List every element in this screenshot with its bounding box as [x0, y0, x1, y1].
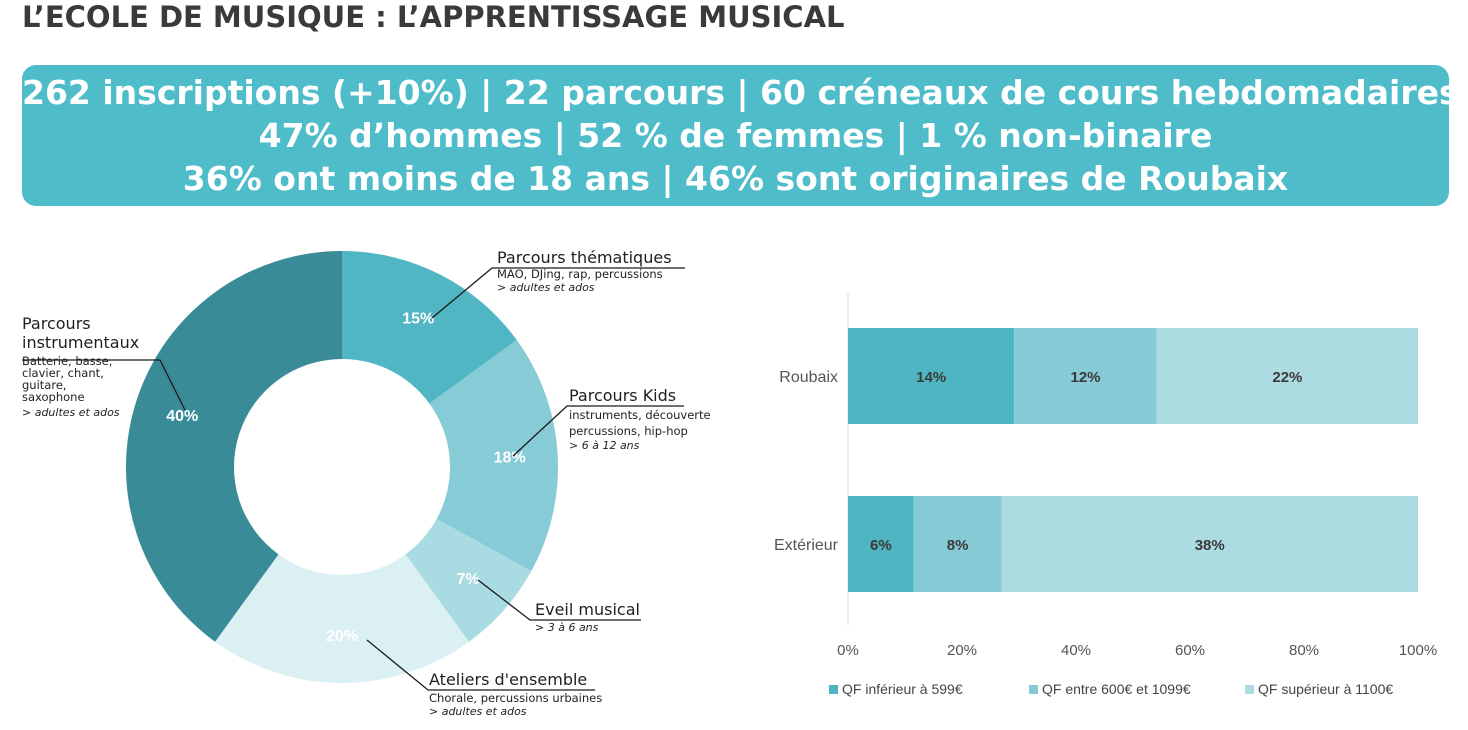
bar-segment	[913, 496, 1002, 592]
bar-segment	[1014, 328, 1157, 424]
legend-swatch	[829, 684, 838, 694]
banner-line: 36% ont moins de 18 ans | 46% sont origi…	[182, 159, 1289, 198]
donut-slice	[405, 519, 532, 642]
bar-data-label: 22%	[1272, 369, 1302, 386]
bar-segment	[848, 328, 1015, 424]
donut-slice	[342, 251, 517, 404]
x-tick-label: 80%	[1289, 642, 1319, 659]
annotation-desc: percussions, hip-hop	[569, 424, 688, 438]
category-label: Extérieur	[774, 537, 839, 554]
page-title: L’ECOLE DE MUSIQUE : L’APPRENTISSAGE MUS…	[22, 0, 845, 34]
x-tick-label: 0%	[837, 642, 859, 659]
donut-slice	[429, 340, 558, 572]
donut-slice-label: 20%	[326, 628, 358, 645]
legend-label: QF supérieur à 1100€	[1258, 681, 1394, 697]
x-tick-label: 100%	[1399, 642, 1437, 659]
legend-item: QF entre 600€ et 1099€	[1029, 681, 1191, 697]
legend-swatch	[1245, 684, 1254, 694]
legend-swatch	[1029, 684, 1038, 694]
annotation-instrumentaux: Parcours instrumentaux Batterie, basse, …	[22, 314, 141, 420]
legend-item: QF supérieur à 1100€	[1245, 681, 1393, 697]
donut-slice	[215, 554, 469, 683]
annotation-title: Parcours thématiques	[497, 248, 672, 267]
annotation-title: Eveil musical	[535, 600, 640, 619]
annotation-thematiques: Parcours thématiques MAO, DJing, rap, pe…	[497, 248, 674, 295]
bar-segment	[1156, 328, 1418, 424]
annotation-desc: guitare,	[22, 378, 67, 392]
x-tick-label: 20%	[947, 642, 977, 659]
key-figures-banner: 262 inscriptions (+10%) | 22 parcours | …	[22, 65, 1459, 206]
bar-segment	[1001, 496, 1418, 592]
legend-item: QF inférieur à 599€	[829, 681, 963, 697]
annotation-desc: Chorale, percussions urbaines	[429, 691, 603, 705]
annotation-desc: MAO, DJing, rap, percussions	[497, 267, 663, 281]
legend-label: QF entre 600€ et 1099€	[1042, 681, 1191, 697]
bar-data-label: 14%	[916, 369, 946, 386]
banner-line: 47% d’hommes | 52 % de femmes | 1 % non-…	[258, 116, 1213, 155]
annotation-desc: clavier, chant,	[22, 366, 104, 380]
bar-data-label: 38%	[1195, 537, 1225, 554]
legend-label: QF inférieur à 599€	[842, 681, 963, 697]
bar-data-label: 8%	[947, 537, 969, 554]
x-tick-label: 60%	[1175, 642, 1205, 659]
donut-slice-label: 7%	[456, 571, 479, 588]
annotation-desc: saxophone	[22, 390, 85, 404]
annotation-audience: > adultes et ados	[429, 705, 527, 718]
annotation-title: Parcours	[22, 314, 91, 333]
donut-slice	[126, 251, 343, 642]
x-tick-label: 40%	[1061, 642, 1091, 659]
annotation-desc: instruments, découverte	[569, 408, 711, 422]
annotation-title: Ateliers d'ensemble	[429, 670, 588, 689]
bar-data-label: 12%	[1070, 369, 1100, 386]
annotation-eveil: Eveil musical > 3 à 6 ans	[535, 600, 642, 635]
bar-data-label: 6%	[870, 537, 892, 554]
category-label: Roubaix	[779, 369, 838, 386]
annotation-audience: > adultes et ados	[22, 406, 120, 419]
donut-slice-label: 18%	[494, 449, 526, 466]
bar-segment	[848, 496, 914, 592]
annotation-ateliers: Ateliers d'ensemble Chorale, percussions…	[429, 670, 602, 719]
annotation-kids: Parcours Kids instruments, découverte pe…	[569, 386, 711, 453]
annotation-title: Parcours Kids	[569, 386, 677, 405]
donut-slice-label: 15%	[402, 310, 434, 327]
annotation-audience: > 3 à 6 ans	[535, 621, 599, 634]
annotation-audience: > 6 à 12 ans	[569, 439, 640, 452]
annotation-audience: > adultes et ados	[497, 281, 595, 294]
annotation-desc: Batterie, basse,	[22, 354, 113, 368]
annotation-title: instrumentaux	[22, 333, 140, 352]
banner-line: 262 inscriptions (+10%) | 22 parcours | …	[22, 73, 1459, 112]
donut-slice-label: 40%	[166, 408, 198, 425]
